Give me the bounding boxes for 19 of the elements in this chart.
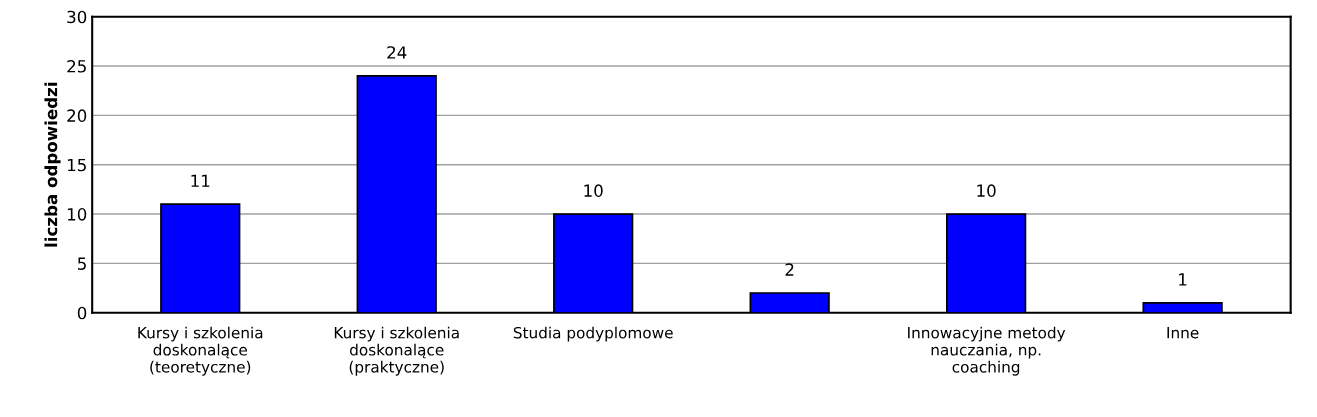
y-tick-label: 25	[67, 59, 86, 73]
y-tick-label: 20	[67, 109, 87, 122]
data-label: 2	[785, 263, 794, 276]
y-tick-label: 15	[67, 158, 86, 172]
y-tick-label: 5	[78, 257, 86, 270]
y-axis-title: liczba odpowiedzi	[44, 82, 61, 247]
x-tick-label: Kursy i szkolenia doskonalące (teoretyczne)	[138, 326, 263, 376]
data-label: 24	[387, 46, 407, 59]
y-tick-label: 10	[67, 208, 87, 221]
y-tick-label: 0	[77, 306, 87, 320]
x-tick-label: Innowacyjne metody nauczania, np. coaching	[908, 326, 1066, 376]
x-tick-label: Inne	[1167, 327, 1199, 339]
y-tick-label: 30	[67, 10, 87, 24]
data-label: 10	[977, 184, 996, 197]
x-tick-label: Studia podyplomowe	[513, 326, 673, 342]
data-label: 10	[584, 184, 603, 197]
data-label: 1	[1179, 273, 1187, 286]
x-tick-label: Kursy i szkolenia doskonalące (praktyczne)	[334, 326, 459, 376]
data-label: 11	[191, 174, 210, 187]
